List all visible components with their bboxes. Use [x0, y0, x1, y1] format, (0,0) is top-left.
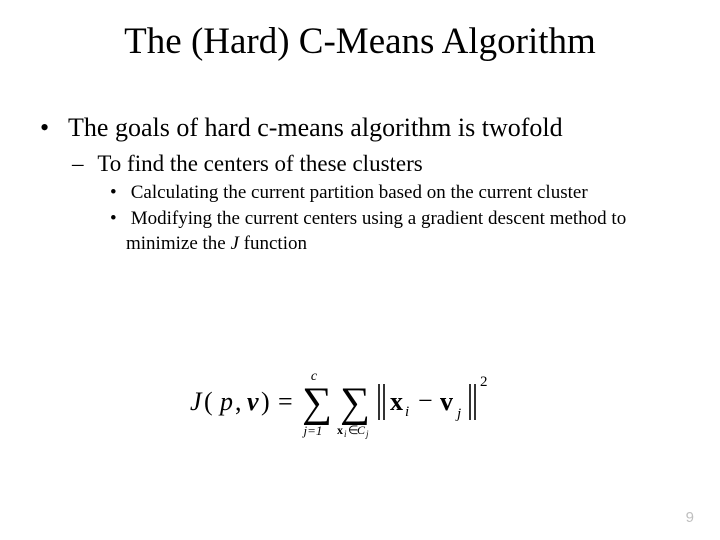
formula-exponent: 2: [480, 374, 488, 390]
bullet1-text: The goals of hard c-means algorithm is t…: [68, 113, 563, 142]
page-number: 9: [686, 509, 694, 526]
slide-title: The (Hard) C-Means Algorithm: [0, 20, 720, 63]
formula-minus: −: [418, 386, 433, 415]
sigma2-j: j: [365, 429, 369, 439]
bullet-level2: To find the centers of these clusters: [72, 149, 680, 179]
formula-vj: v: [440, 387, 453, 416]
formula-xi-sub: i: [405, 404, 409, 420]
bullet3b-pre: Modifying the current centers using a: [131, 208, 421, 229]
sigma2: ∑: [340, 380, 370, 426]
slide: The (Hard) C-Means Algorithm The goals o…: [0, 0, 720, 540]
sigma2-x: x: [337, 423, 343, 437]
bullet2-text: To find the centers of these clusters: [97, 151, 422, 176]
formula-vj-sub: j: [455, 406, 461, 422]
formula-J: J: [190, 387, 203, 416]
sigma1-upper: c: [311, 369, 318, 384]
bullet-level1: The goals of hard c-means algorithm is t…: [40, 112, 680, 145]
formula-equals: =: [278, 387, 293, 416]
sigma1: ∑: [302, 380, 332, 426]
bullet-level3-b: Modifying the current centers using a gr…: [110, 207, 680, 256]
formula-comma: ,: [235, 387, 242, 416]
content-area: The goals of hard c-means algorithm is t…: [40, 112, 680, 257]
bullet3b-post: function: [239, 233, 307, 254]
formula-v: v: [247, 387, 259, 416]
bullet-level3-a: Calculating the current partition based …: [110, 181, 680, 206]
sigma2-C: C: [357, 423, 366, 437]
formula-svg: J ( p , v ) = ∑ c j=1 ∑ x i ∈ C j: [180, 362, 540, 442]
formula-p: p: [218, 387, 233, 416]
bullet3a-text: Calculating the current partition based …: [131, 182, 588, 203]
formula-xi: x: [390, 387, 403, 416]
bullet3b-J: J: [230, 233, 238, 254]
formula-paren-close: ): [261, 387, 270, 416]
sigma1-lower: j=1: [302, 423, 323, 438]
sigma2-lower: x i ∈ C j: [337, 423, 369, 439]
sigma2-i: i: [344, 429, 347, 439]
bullet3b-gradient: gradient descent: [421, 208, 545, 229]
formula: J ( p , v ) = ∑ c j=1 ∑ x i ∈ C j: [0, 362, 720, 447]
formula-paren-open: (: [204, 387, 213, 416]
